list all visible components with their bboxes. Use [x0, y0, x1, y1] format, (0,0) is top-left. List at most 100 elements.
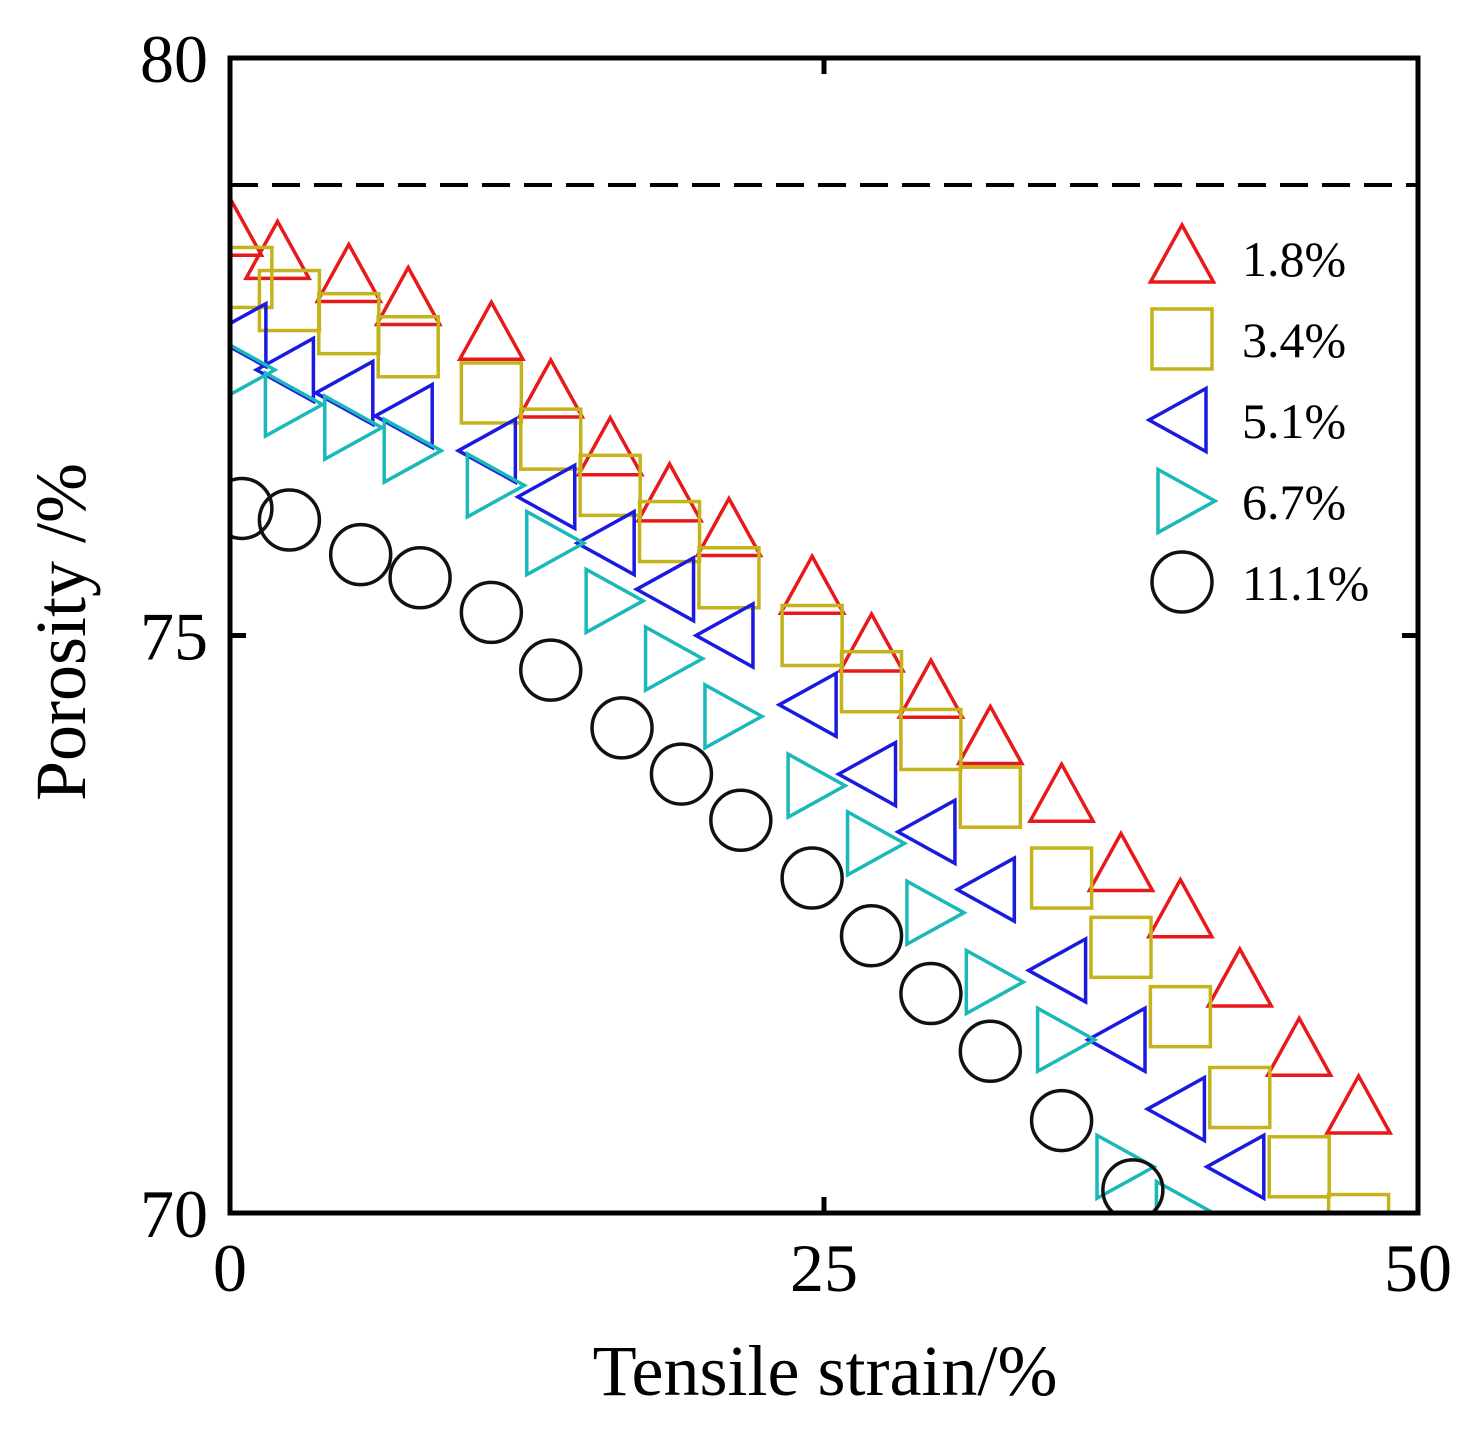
data-point — [703, 681, 766, 751]
data-point — [373, 263, 443, 327]
data-point — [697, 546, 761, 610]
series-3 — [230, 300, 1266, 1202]
data-point — [649, 742, 714, 806]
data-point — [1084, 1005, 1147, 1075]
data-point — [584, 566, 647, 636]
data-point — [459, 580, 524, 645]
data-point — [632, 554, 696, 624]
data-point — [955, 702, 1025, 766]
data-point — [388, 546, 452, 610]
data-point — [514, 462, 577, 532]
legend-label: 6.7% — [1242, 474, 1346, 530]
data-point — [519, 407, 583, 471]
axis-ticks: 0 25 50 70 75 80 — [140, 21, 1452, 1306]
data-point — [775, 670, 838, 740]
x-tick-label: 0 — [213, 1230, 247, 1306]
legend-marker — [1145, 385, 1208, 455]
data-point — [1086, 829, 1156, 893]
data-point — [1203, 1132, 1266, 1202]
legend-entry: 11.1% — [1150, 550, 1369, 614]
data-point — [837, 610, 906, 673]
data-point — [894, 797, 957, 867]
data-point — [516, 356, 586, 419]
data-point — [1264, 1014, 1334, 1078]
legend-label: 5.1% — [1242, 393, 1346, 449]
data-point — [1148, 984, 1213, 1049]
series-5 — [230, 476, 1165, 1213]
data-point — [786, 751, 849, 821]
data-point — [1035, 1005, 1099, 1075]
data-point — [958, 765, 1023, 829]
data-point — [694, 494, 764, 558]
data-point — [780, 846, 844, 910]
x-tick-label: 50 — [1384, 1230, 1452, 1306]
data-point — [1029, 846, 1094, 910]
data-point — [635, 460, 705, 523]
legend-entry: 5.1% — [1145, 385, 1346, 455]
data-point — [1326, 1192, 1391, 1213]
x-tick-label: 25 — [790, 1230, 858, 1306]
data-point — [1267, 1135, 1331, 1199]
data-point — [1143, 1074, 1207, 1144]
data-point — [590, 696, 654, 760]
data-point — [459, 361, 524, 425]
legend-entry: 1.8% — [1147, 221, 1346, 287]
data-point — [230, 245, 274, 310]
legend-label: 11.1% — [1242, 555, 1369, 611]
data-point — [573, 508, 636, 578]
data-point — [230, 300, 268, 370]
data-point — [958, 1019, 1023, 1084]
data-point — [1029, 1088, 1094, 1153]
data-point — [1205, 945, 1275, 1008]
legend-marker — [1156, 466, 1219, 536]
data-point — [845, 808, 909, 878]
y-tick-label: 75 — [140, 599, 208, 675]
data-point — [899, 961, 963, 1026]
data-point — [376, 315, 440, 379]
series-1 — [230, 194, 1394, 1135]
data-point — [263, 370, 327, 439]
data-point — [323, 393, 386, 463]
data-point — [777, 552, 847, 616]
data-point — [575, 414, 645, 477]
data-point — [692, 601, 755, 670]
series-2 — [230, 245, 1391, 1213]
legend-marker — [1150, 550, 1214, 614]
data-point — [1154, 1178, 1218, 1213]
data-point — [243, 217, 312, 281]
y-tick-label: 70 — [140, 1176, 208, 1252]
legend-marker — [1150, 307, 1214, 371]
data-point — [905, 878, 968, 948]
data-point — [328, 522, 393, 587]
legend-label: 3.4% — [1242, 312, 1346, 368]
data-point — [230, 194, 265, 257]
data-point — [230, 343, 279, 397]
data-point — [314, 240, 384, 304]
legend-entry: 3.4% — [1150, 307, 1346, 371]
axes-frame — [227, 55, 1421, 1216]
legend-marker — [1147, 221, 1217, 284]
data-point — [834, 739, 898, 809]
data-point — [465, 450, 528, 520]
data-point — [525, 508, 588, 578]
data-point — [839, 649, 904, 714]
y-axis-label: Porosity /% — [21, 463, 101, 801]
data-point — [456, 298, 526, 361]
data-point — [1324, 1072, 1394, 1135]
data-point — [964, 947, 1027, 1017]
data-point — [637, 499, 702, 564]
data-point — [519, 638, 583, 702]
plot-frame — [227, 55, 1421, 1216]
data-point — [382, 416, 445, 486]
data-point — [899, 707, 963, 772]
data-point — [1024, 935, 1088, 1005]
data-point — [839, 904, 904, 968]
legend-label: 1.8% — [1242, 231, 1346, 287]
data-point — [1089, 915, 1153, 980]
x-axis-label: Tensile strain/% — [593, 1331, 1058, 1411]
data-point — [643, 624, 707, 694]
data-point — [1145, 876, 1215, 939]
legend-entry: 6.7% — [1156, 466, 1346, 536]
